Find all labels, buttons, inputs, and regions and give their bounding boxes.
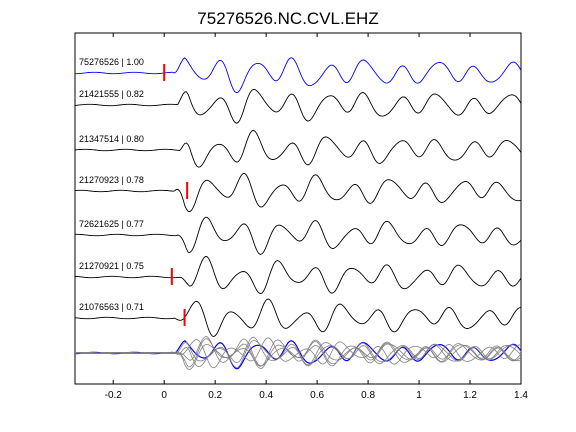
trace-line-1 [75,57,522,94]
stack-line-7 [74,337,522,369]
x-tick-label-2: 0 [161,390,167,401]
trace-line-2 [74,88,522,124]
trace-line-6 [74,256,522,295]
x-tick-label-8: 1.2 [463,390,477,401]
trace-label-2: 21421555 | 0.82 [79,89,144,99]
stack-line-4 [74,338,522,370]
trace-line-3 [74,129,522,168]
labels-group: 75276526 | 1.00 21421555 | 0.82 21347514 |… [79,57,144,312]
trace-label-3: 21347514 | 0.80 [79,134,144,144]
picks-group [163,64,189,326]
trace-label-1: 75276526 | 1.00 [79,57,144,67]
x-axis: -0.2 0 0.2 0.4 0.6 0.8 1 1.2 1.4 [105,33,528,401]
chart-title: 75276526.NC.CVL.EHZ [197,9,378,28]
x-tick-label-4: 0.4 [259,390,273,401]
stack-line-1 [75,340,522,370]
trace-line-7 [74,298,522,337]
x-tick-label-6: 0.8 [361,390,375,401]
x-tick-label-7: 1 [416,390,422,401]
x-tick-label-9: 1.4 [514,390,528,401]
plot-frame [74,32,522,385]
x-tick-label-3: 0.2 [208,390,222,401]
x-tick-label-5: 0.6 [310,390,324,401]
stack-line-3 [74,336,522,368]
trace-label-5: 72621625 | 0.77 [79,219,144,229]
trace-label-4: 21270923 | 0.78 [79,175,144,185]
trace-line-4 [74,173,522,213]
x-tick-label-1: -0.2 [105,390,123,401]
stack-group [74,336,522,370]
trace-label-7: 21076563 | 0.71 [79,302,144,312]
trace-label-6: 21270921 | 0.75 [79,261,144,271]
traces-group [74,57,522,337]
trace-line-5 [75,216,522,255]
